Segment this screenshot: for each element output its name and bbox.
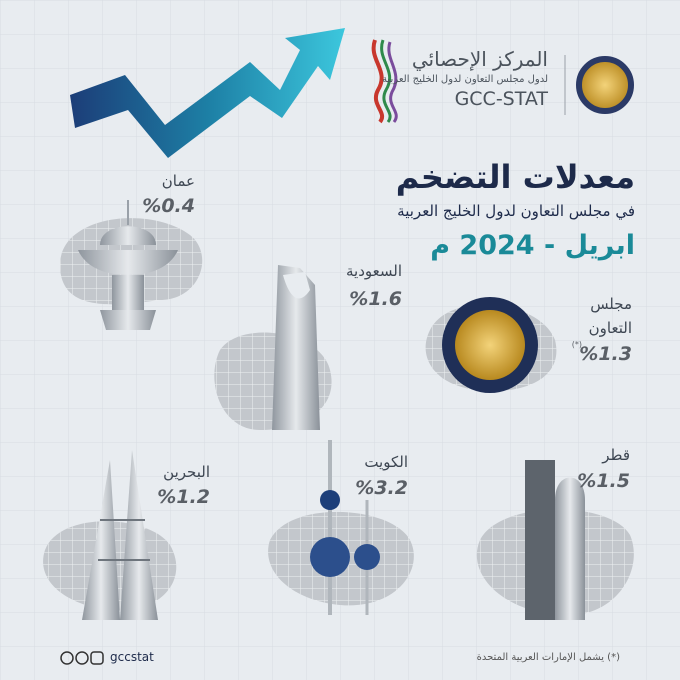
gcc-emblem — [576, 56, 634, 114]
country-name: البحرين — [163, 463, 210, 481]
title: معدلات التضخم — [395, 158, 635, 196]
social-icons — [60, 651, 104, 665]
subtitle: في مجلس التعاون لدول الخليج العربية — [397, 202, 635, 220]
country-name: الكويت — [364, 453, 408, 471]
footnote-marker: (*) — [571, 340, 582, 349]
trend-arrow — [70, 28, 345, 158]
oman-landmark — [78, 200, 178, 330]
org-subtitle: لدول مجلس التعاون لدول الخليج العربية — [382, 74, 548, 85]
logo-ribbon — [371, 39, 384, 124]
org-name-en: GCC-STAT — [454, 88, 548, 110]
inflation-value: %1.3 — [579, 343, 632, 365]
footnote: (*) يشمل الإمارات العربية المتحدة — [476, 652, 620, 663]
gcc-emblem-inner — [455, 310, 525, 380]
country-name: عمان — [161, 172, 195, 190]
logo-ribbon — [380, 39, 392, 123]
qatar-landmark — [525, 460, 585, 620]
social-handle: gccstat — [110, 650, 154, 664]
kuwait-landmark — [310, 440, 380, 615]
inflation-value: %0.4 — [142, 195, 195, 217]
country-name: السعودية — [345, 262, 402, 280]
inflation-value: %1.6 — [349, 288, 402, 310]
period: ابريل - 2024 م — [430, 230, 635, 261]
country-name: قطر — [602, 446, 630, 464]
org-name-ar: المركز الإحصائي — [411, 47, 548, 71]
saudi-landmark — [272, 265, 320, 430]
inflation-value: %1.5 — [577, 470, 630, 492]
inflation-value: %3.2 — [355, 477, 408, 499]
logo-ribbon — [387, 41, 398, 123]
inflation-value: %1.2 — [157, 486, 210, 508]
country-name: مجلس التعاون — [588, 295, 632, 337]
bahrain-landmark — [82, 450, 158, 620]
